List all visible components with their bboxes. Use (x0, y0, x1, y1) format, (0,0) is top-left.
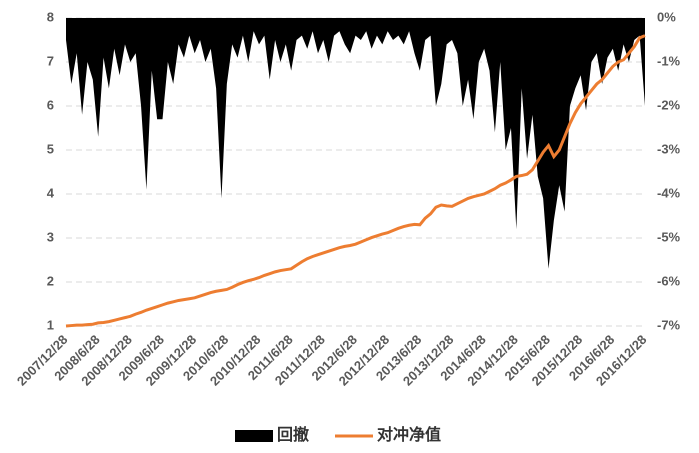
y-tick-label: 5 (47, 141, 54, 156)
nav-line (65, 34, 646, 328)
drawdown-area (66, 18, 645, 269)
y2-tick-label: -6% (657, 273, 681, 288)
y2-tick-label: -7% (657, 317, 681, 332)
y-tick-label: 2 (47, 273, 54, 288)
y2-tick-label: -3% (657, 141, 681, 156)
y2-tick-label: -2% (657, 97, 681, 112)
y2-tick-label: -4% (657, 185, 681, 200)
y-tick-label: 4 (47, 185, 55, 200)
y2-tick-label: 0% (657, 9, 676, 24)
y-tick-label: 8 (47, 9, 54, 24)
legend-swatch (235, 430, 273, 442)
legend-label: 对冲净值 (377, 425, 441, 444)
y2-tick-label: -5% (657, 229, 681, 244)
y-tick-label: 6 (47, 97, 54, 112)
y-tick-label: 1 (47, 317, 54, 332)
y2-tick-label: -1% (657, 53, 681, 68)
legend-label: 回撤 (277, 425, 309, 444)
y-tick-label: 3 (47, 229, 54, 244)
y-tick-label: 7 (47, 53, 54, 68)
